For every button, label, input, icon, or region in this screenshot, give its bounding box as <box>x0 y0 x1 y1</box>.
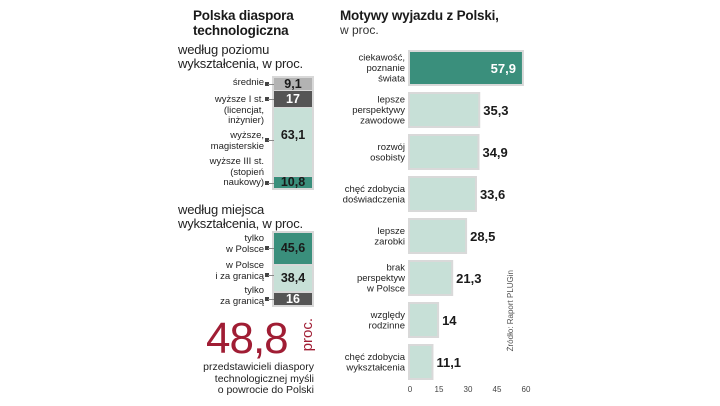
location-value-polska: 45,6 <box>280 241 306 255</box>
label-line: inżynier) <box>228 115 264 126</box>
bar <box>410 304 438 336</box>
left-title-line1: Polska diaspora <box>193 8 294 23</box>
location-label-oba: w Polsce i za granicą <box>180 260 264 282</box>
education-heading-line2: wykształcenia, w proc. <box>178 56 303 71</box>
label-line: magisterskie <box>210 140 264 152</box>
education-segment-srednie <box>274 78 312 90</box>
label-line: za granicą <box>220 295 264 307</box>
source-note: Źródło: Raport PLUGin <box>506 270 515 352</box>
label-line: w Polsce <box>225 260 264 271</box>
education-heading-line1: według poziomu <box>178 42 270 57</box>
value-label: 33,6 <box>480 187 505 202</box>
education-label-wyzsze-1: wyższe I st. (licencjat, inżynier) <box>180 94 264 127</box>
location-heading-line2: wykształcenia, w proc. <box>178 216 303 231</box>
bar <box>410 178 475 210</box>
value-label: 11,1 <box>436 355 461 370</box>
label-line: wyższe, <box>230 130 264 141</box>
education-segment-wyzsze-3 <box>274 177 312 188</box>
leader-dot <box>265 82 269 86</box>
education-value-srednie: 9,1 <box>284 77 302 91</box>
location-heading: według miejsca wykształcenia, w proc. <box>178 203 303 231</box>
location-segment-oba <box>274 266 312 291</box>
label-line: średnie <box>232 77 264 88</box>
category-label: ciekawość, poznanie świata <box>359 53 406 85</box>
education-segment-wyzsze-1 <box>274 91 312 107</box>
value-label: 57,9 <box>491 61 516 76</box>
leader-line <box>268 275 274 276</box>
bar <box>410 52 522 84</box>
category-label: lepsze zarobki <box>374 226 405 248</box>
value-label: 28,5 <box>470 229 495 244</box>
x-tick-label: 0 <box>408 385 413 394</box>
leader-line <box>268 84 274 85</box>
caption-line: technologicznej myśli <box>214 372 314 385</box>
leader-dot <box>265 138 269 142</box>
value-label: 34,9 <box>482 145 507 160</box>
category-label: brak perspektyw w Polsce <box>357 263 405 295</box>
education-label-srednie: średnie <box>180 77 264 89</box>
leader-line <box>268 183 274 184</box>
x-tick-label: 45 <box>493 385 502 394</box>
bar <box>410 346 432 378</box>
education-value-magisterskie: 63,1 <box>280 128 306 142</box>
chart-title: Motywy wyjazdu z Polski, <box>340 8 499 23</box>
education-value-wyzsze-1: 17 <box>286 92 300 106</box>
value-label: 21,3 <box>456 271 481 286</box>
location-heading-line1: według miejsca <box>178 202 265 217</box>
big-stat-unit: proc. <box>299 318 316 352</box>
bar <box>410 262 452 294</box>
caption-line: przedstawicieli diaspory <box>203 361 314 373</box>
big-stat-caption: przedstawicieli diaspory technologicznej… <box>180 361 314 397</box>
leader-dot <box>265 297 269 301</box>
x-tick-label: 60 <box>522 385 531 394</box>
label-line: tylko <box>244 285 264 296</box>
label-line: (stopień <box>230 166 264 178</box>
education-heading: według poziomu wykształcenia, w proc. <box>178 43 303 71</box>
category-label: lepsze perspektywy zawodowe <box>352 95 405 127</box>
value-label: 35,3 <box>483 103 508 118</box>
bar <box>410 94 479 126</box>
motives-bar-chart: ciekawość, poznanie świata 57,9 lepsze perspe… <box>343 50 531 394</box>
category-label: rozwój osobisty <box>370 142 405 164</box>
leader-dot <box>265 181 269 185</box>
category-label: chęć zdobycia doświadczenia <box>343 184 406 206</box>
left-title-line2: technologiczna <box>193 23 289 38</box>
leader-line <box>268 248 274 249</box>
big-stat-value: 48,8 <box>206 314 289 363</box>
x-tick-label: 15 <box>435 385 444 394</box>
value-label: 14 <box>442 313 457 328</box>
caption-line: o powrocie do Polski <box>217 384 314 396</box>
bar <box>410 220 466 252</box>
label-line: wyższe III st. <box>209 156 264 167</box>
leader-dot <box>265 97 269 101</box>
bar <box>410 136 478 168</box>
location-segment-polska <box>274 233 312 264</box>
leader-line <box>268 299 274 300</box>
education-value-wyzsze-3: 10,8 <box>280 175 306 189</box>
location-segment-granica <box>274 293 312 305</box>
location-label-granica: tylko za granicą <box>180 285 264 307</box>
label-line: i za granicą <box>215 270 264 282</box>
education-label-wyzsze-3: wyższe III st. (stopień naukowy) <box>180 156 264 189</box>
x-tick-label: 30 <box>464 385 473 394</box>
chart-subtitle: w proc. <box>340 23 379 37</box>
education-segment-magisterskie <box>274 108 312 176</box>
label-line: naukowy) <box>223 177 264 188</box>
leader-line <box>268 99 274 100</box>
category-label: względy rodzinne <box>369 310 406 332</box>
location-label-polska: tylko w Polsce <box>180 233 264 255</box>
leader-dot <box>265 246 269 250</box>
category-label: chęć zdobycia wykształcenia <box>345 352 406 374</box>
location-value-granica: 16 <box>286 292 300 306</box>
leader-dot <box>265 273 269 277</box>
label-line: (licencjat, <box>223 104 264 116</box>
leader-line <box>268 140 274 141</box>
label-line: w Polsce <box>225 243 264 255</box>
left-title: Polska diaspora technologiczna <box>193 8 294 38</box>
location-value-oba: 38,4 <box>280 271 306 285</box>
label-line: tylko <box>244 233 264 244</box>
label-line: wyższe I st. <box>214 94 264 105</box>
education-label-magisterskie: wyższe, magisterskie <box>180 130 264 152</box>
